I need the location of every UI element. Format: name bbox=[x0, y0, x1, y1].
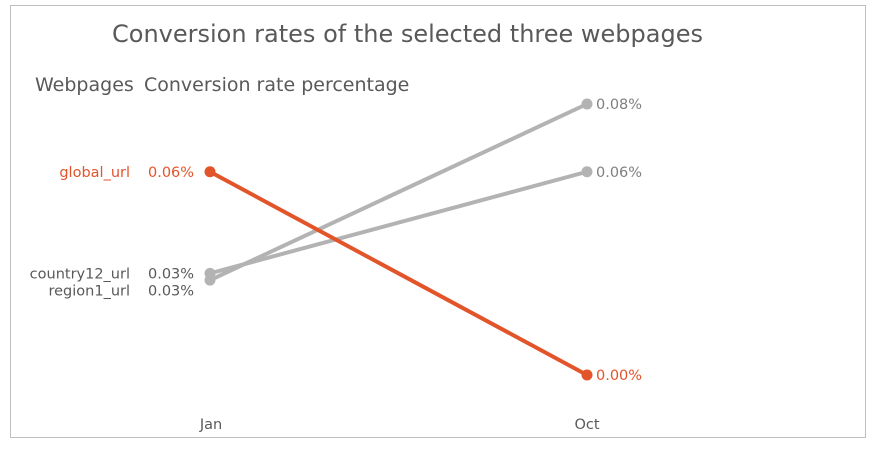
series-line-country12_url bbox=[210, 172, 587, 274]
data-label-country12_url-jan: 0.03% bbox=[148, 266, 194, 282]
x-tick-jan: Jan bbox=[199, 417, 222, 433]
series-name-region1_url: region1_url bbox=[48, 283, 130, 299]
data-label-region1_url-jan: 0.03% bbox=[148, 283, 194, 299]
series-line-region1_url bbox=[210, 104, 587, 280]
data-label-country12_url-oct: 0.06% bbox=[596, 165, 642, 181]
point-global_url-oct bbox=[582, 370, 593, 381]
series-name-global_url: global_url bbox=[59, 165, 130, 181]
x-tick-oct: Oct bbox=[574, 417, 599, 433]
data-label-global_url-jan: 0.06% bbox=[148, 165, 194, 181]
point-country12_url-oct bbox=[582, 166, 593, 177]
data-label-global_url-oct: 0.00% bbox=[596, 368, 642, 384]
series-line-global_url bbox=[210, 172, 587, 375]
data-label-region1_url-oct: 0.08% bbox=[596, 97, 642, 113]
header-webpages: Webpages bbox=[35, 74, 134, 96]
point-region1_url-jan bbox=[205, 275, 216, 286]
point-region1_url-oct bbox=[582, 99, 593, 110]
chart-title: Conversion rates of the selected three w… bbox=[112, 20, 703, 48]
series-name-country12_url: country12_url bbox=[30, 266, 130, 282]
header-conversion-rate: Conversion rate percentage bbox=[144, 74, 409, 96]
point-global_url-jan bbox=[205, 166, 216, 177]
